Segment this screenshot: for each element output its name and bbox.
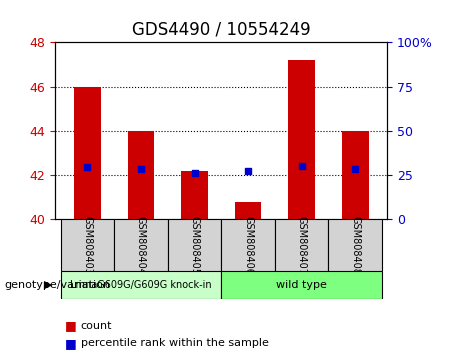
Text: ■: ■ [65,319,76,332]
Bar [128,131,154,219]
Point [244,168,252,173]
Text: LmnaG609G/G609G knock-in: LmnaG609G/G609G knock-in [70,280,212,290]
FancyBboxPatch shape [61,219,114,271]
Text: percentile rank within the sample: percentile rank within the sample [81,338,269,348]
Point [191,170,198,176]
Text: GSM808403: GSM808403 [83,216,93,275]
Text: count: count [81,321,112,331]
Text: GSM808404: GSM808404 [136,216,146,275]
Point [351,166,359,171]
FancyBboxPatch shape [221,271,382,299]
Bar [181,171,208,219]
Text: GSM808405: GSM808405 [189,216,200,275]
Text: ■: ■ [65,337,76,350]
FancyBboxPatch shape [221,219,275,271]
Point [298,164,305,169]
Bar [288,60,315,219]
Text: ▶: ▶ [44,280,53,290]
Text: GSM808407: GSM808407 [296,216,307,275]
Title: GDS4490 / 10554249: GDS4490 / 10554249 [132,20,311,38]
Text: genotype/variation: genotype/variation [5,280,111,290]
FancyBboxPatch shape [61,271,221,299]
Text: wild type: wild type [276,280,327,290]
FancyBboxPatch shape [168,219,221,271]
FancyBboxPatch shape [114,219,168,271]
Bar [74,87,101,219]
Text: GSM808408: GSM808408 [350,216,360,275]
Point [84,165,91,170]
Bar [235,202,261,219]
Point [137,166,145,171]
Text: GSM808406: GSM808406 [243,216,253,275]
Bar [342,131,368,219]
FancyBboxPatch shape [328,219,382,271]
FancyBboxPatch shape [275,219,328,271]
